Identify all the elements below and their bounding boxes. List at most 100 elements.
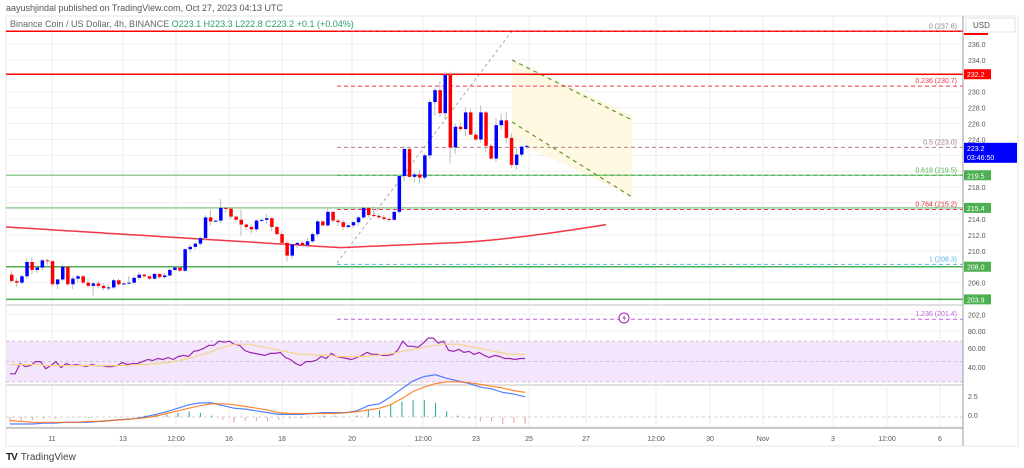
current-price-label-bg [964,142,1017,163]
time-tick: 25 [525,436,533,443]
bull-candle [112,280,116,288]
bull-candle [316,221,320,235]
bear-candle [341,222,345,227]
bull-candle [254,220,259,230]
bull-candle [132,277,136,283]
bear-candle [372,215,376,217]
bull-candle [453,126,458,148]
bull-candle [214,220,218,222]
price-tick: 218.0 [968,185,986,192]
bull-candle [183,249,187,271]
bear-candle [285,242,289,256]
bull-candle [433,90,437,103]
fib-level-label: 0 (237.6) [929,23,957,30]
bull-candle [499,120,504,126]
macd-pane [6,374,963,425]
price-pane [5,30,963,320]
brand-name: TradingView [20,452,76,463]
price-axis[interactable]: 236.0 234.0 230.0 228.0 226.0 224.0 218.0 214.0… [968,42,986,420]
support-2-price-label-bg [964,202,991,213]
time-tick: Nov [757,436,770,443]
bear-candle [377,215,381,218]
bull-candle [203,217,208,239]
price-tick: 214.0 [968,217,986,224]
bull-candle [198,238,203,244]
macd-tick: 0.0 [968,413,978,420]
fib-level-label: 0.5 (223.0) [923,139,957,146]
tradingview-logo-icon: TV [6,452,18,463]
time-tick: 11 [48,436,55,443]
time-tick: 20 [348,436,356,443]
bull-candle [71,278,75,285]
bear-candle [66,266,70,285]
support-2-price-label: 215.4 [967,206,985,213]
bull-candle [463,112,468,130]
time-tick: 16 [225,436,233,443]
top-line-marker [964,33,988,35]
bull-candle [219,207,223,221]
current-price-label-countdown: 03:46:50 [967,155,994,162]
bear-candle [244,224,249,227]
bear-candle [234,216,238,220]
bull-candle [127,282,131,284]
bear-candle [448,75,453,148]
bull-candle [428,102,432,156]
bear-candle [224,207,228,209]
currency-box[interactable] [965,17,1016,33]
price-tick: 236.0 [968,42,986,49]
price-tick: 224.0 [968,137,986,144]
time-axis[interactable]: 11 13 12:00 16 18 20 12:00 23 25 27 12:00 30 Nov 3 12:… [48,436,942,443]
bull-candle [91,283,96,286]
bull-candle [163,275,167,278]
bear-candle [336,220,340,223]
bull-candle [295,242,300,245]
bull-candle [173,267,177,270]
bull-candle [412,174,417,177]
bear-candle [321,221,325,226]
bull-candle [310,234,315,242]
bull-candle [443,75,447,114]
signal-line [9,381,526,423]
bear-candle [280,234,284,243]
bear-candle [50,261,55,285]
support-1-price-label: 219.5 [967,173,985,180]
rsi-tick: 40.00 [968,365,986,372]
bull-candle [265,218,269,220]
tradingview-brand[interactable]: TV TradingView [6,452,76,463]
fib-level-label: 0.764 (215.2) [915,201,957,208]
symbol-legend: Binance Coin / US Dollar, 4h, BINANCE O2… [10,19,354,29]
bull-candle [25,261,29,277]
bull-candle [61,266,65,280]
fib-level-label: 1.236 (201.4) [915,311,957,318]
rsi-tick: 80.00 [968,329,986,336]
bear-candle [81,276,85,283]
bull-candle [361,207,366,218]
bull-candle [168,269,172,276]
time-tick: 12:00 [167,436,185,443]
bull-candle [326,211,330,226]
bear-candle [382,217,386,220]
bull-candle [305,241,310,246]
bear-candle [157,273,162,278]
price-tick: 230.0 [968,90,986,97]
fib-level-label: 0.618 (219.5) [915,167,957,174]
price-tick: 228.0 [968,106,986,113]
bull-candle [346,225,351,227]
published-line: aayushjindal published on TradingView.co… [6,3,284,13]
bear-candle [239,219,243,225]
bear-candle [418,174,422,178]
resistance-price-label-bg [964,69,991,80]
bear-candle [484,112,488,146]
time-tick: 12:00 [878,436,896,443]
time-tick: 23 [472,436,480,443]
fib-level-label: 1 (208.3) [929,256,957,263]
bear-candle [438,90,442,114]
bear-candle [229,208,233,217]
bull-candle [106,287,111,289]
price-tick: 226.0 [968,122,986,129]
alert-lightning-icon[interactable] [618,312,630,324]
channel-upper-line [511,59,633,121]
time-tick: 3 [831,436,835,443]
bull-candle [392,211,396,220]
